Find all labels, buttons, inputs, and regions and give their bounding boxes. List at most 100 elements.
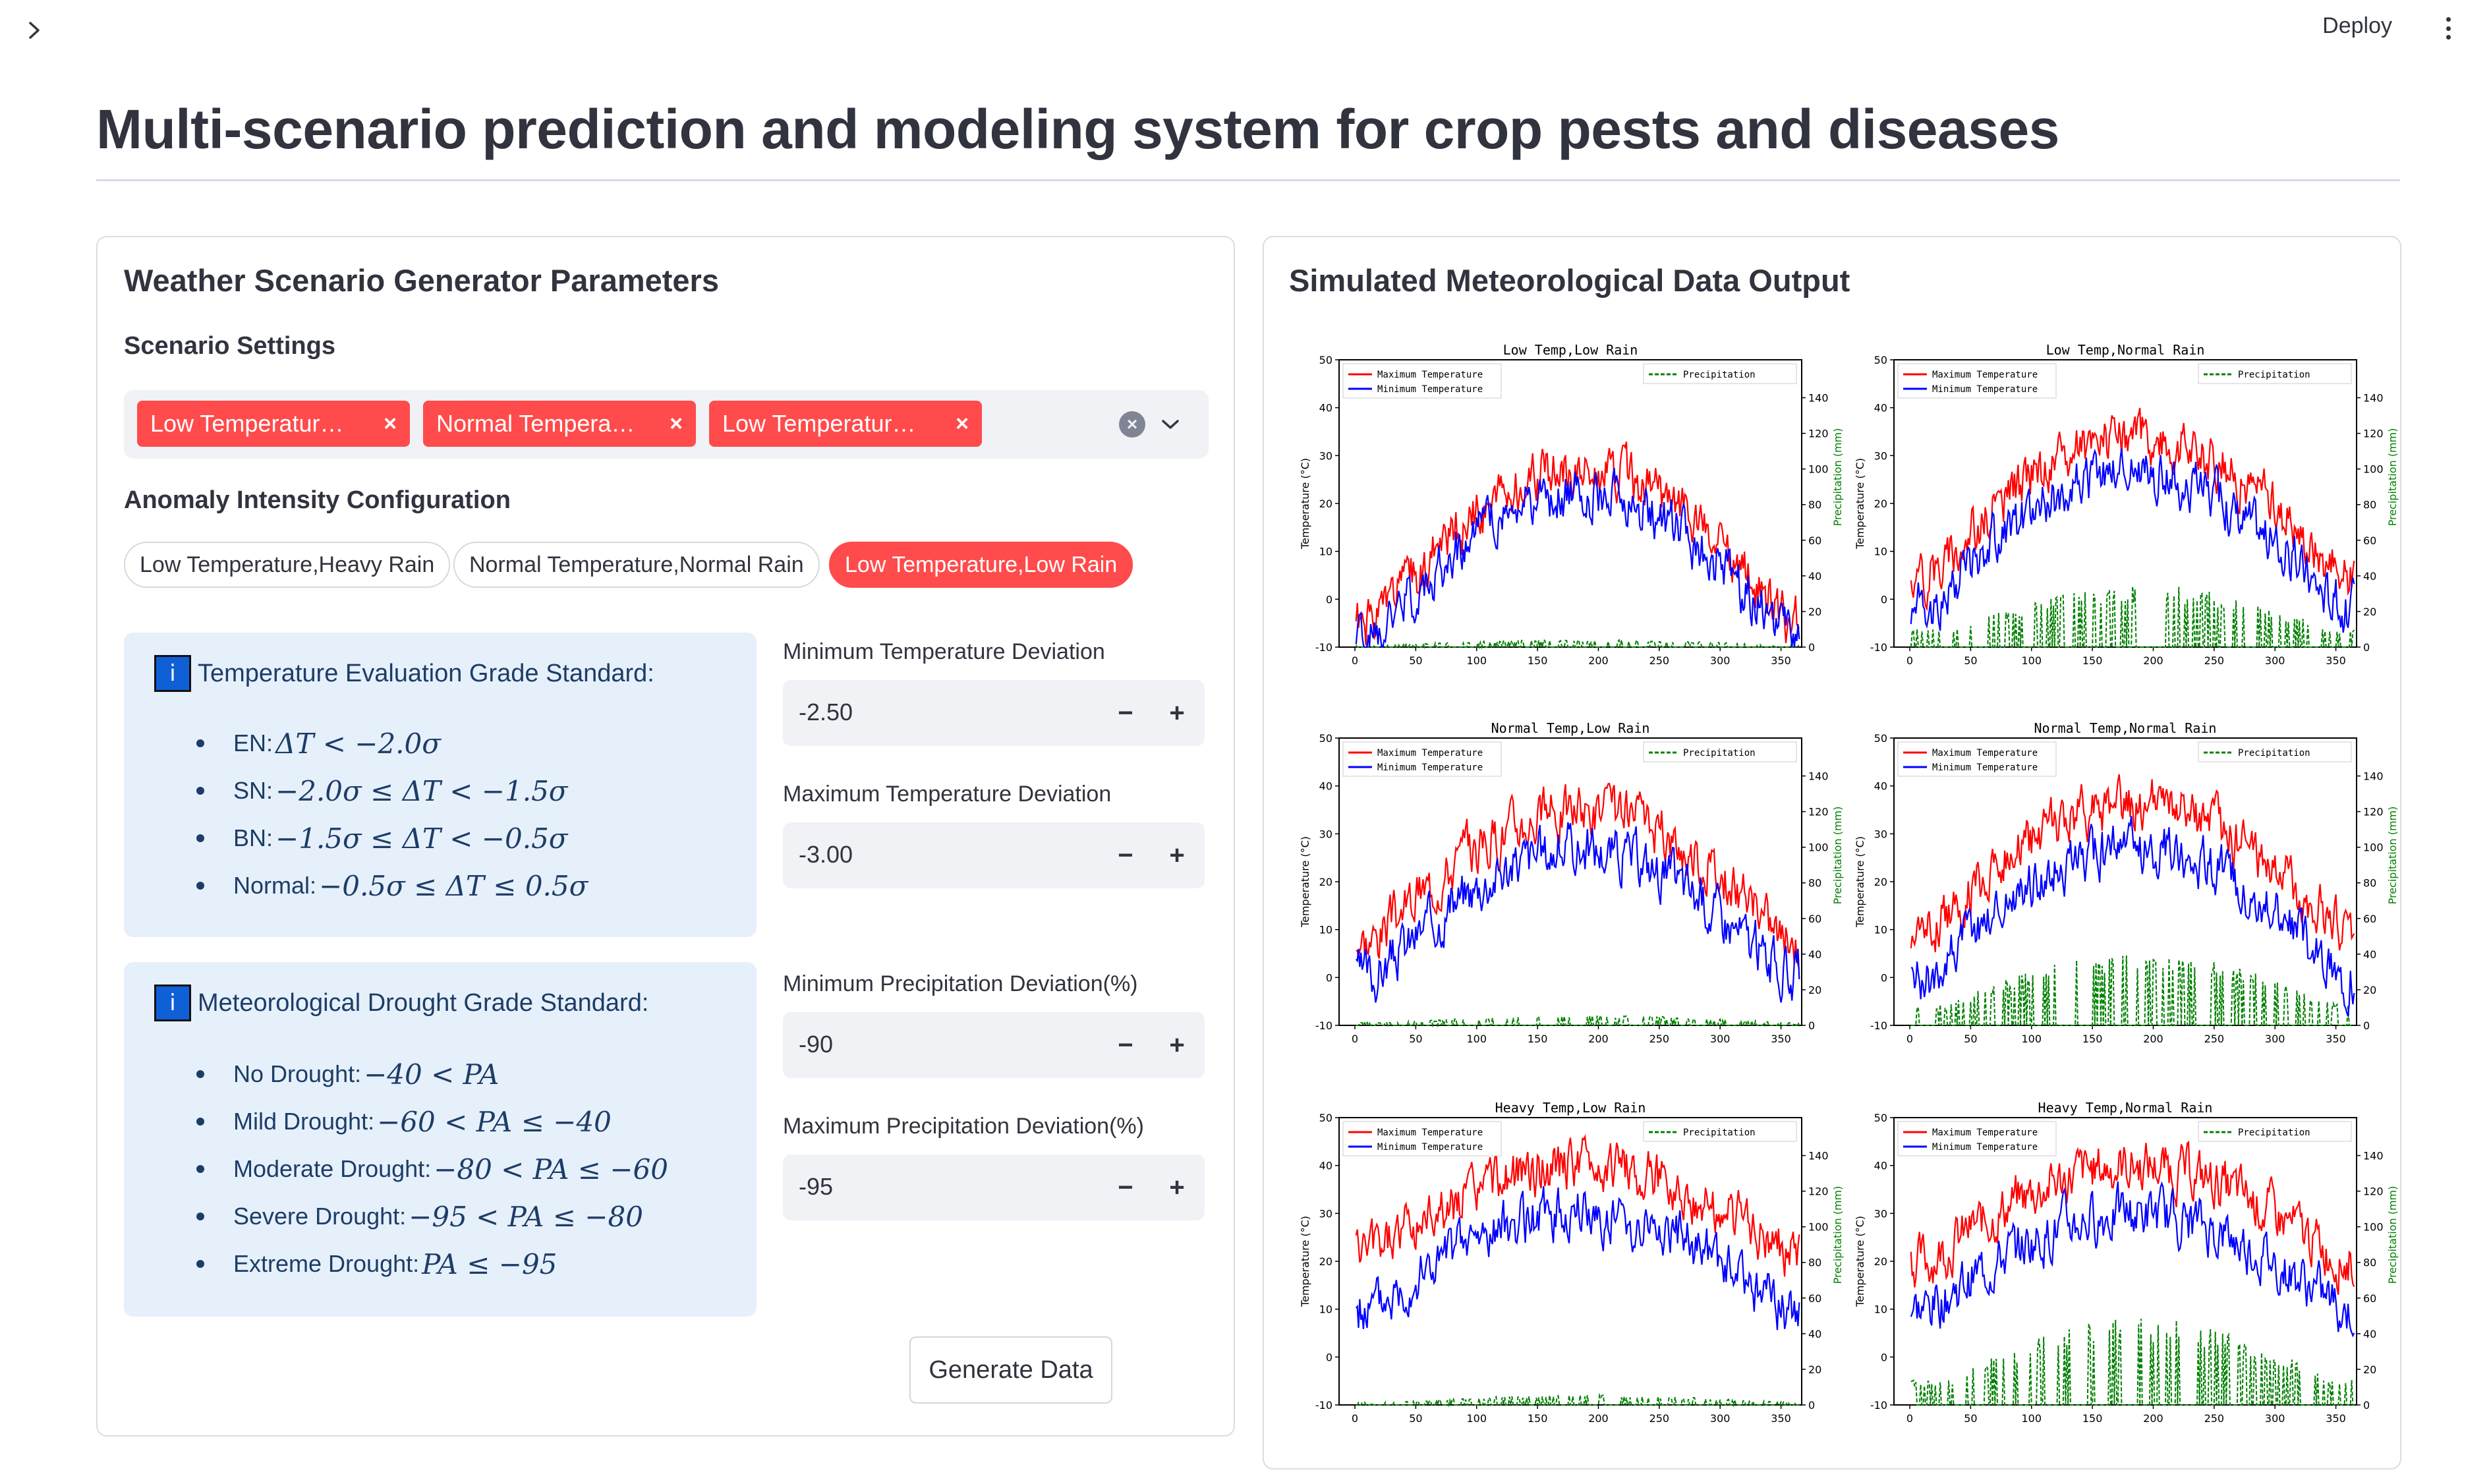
increment-button[interactable]: + xyxy=(1169,1030,1185,1060)
decrement-button[interactable]: − xyxy=(1118,1172,1133,1202)
x-tick-label: 50 xyxy=(1409,1033,1422,1044)
x-tick-label: 0 xyxy=(1906,1033,1913,1044)
x-tick-label: 100 xyxy=(2021,1412,2042,1423)
x-tick-label: 300 xyxy=(2265,654,2285,666)
y2-tick-label: 100 xyxy=(1808,1221,1829,1234)
scenario-settings-label: Scenario Settings xyxy=(124,332,335,360)
deploy-button[interactable]: Deploy xyxy=(2322,13,2392,38)
y2-axis-label: Precipitation (mm) xyxy=(2386,807,2399,905)
chip-label: Low Temperatur… xyxy=(722,410,916,437)
temperature-legend: Maximum Temperature Minimum Temperature xyxy=(1897,363,2057,399)
generate-data-button[interactable]: Generate Data xyxy=(909,1336,1112,1404)
remove-chip-icon[interactable]: × xyxy=(956,411,969,436)
x-tick-label: 200 xyxy=(2143,1033,2163,1044)
legend-box xyxy=(1342,363,1502,399)
y2-tick-label: 140 xyxy=(1808,770,1829,783)
max-temperature-series xyxy=(1355,442,1800,645)
max-temp-deviation-input[interactable]: -3.00 − + xyxy=(783,822,1205,888)
legend-label: Minimum Temperature xyxy=(1377,384,1483,395)
legend-label: Precipitation xyxy=(2238,748,2310,758)
y2-tick-label: 0 xyxy=(2363,1019,2370,1032)
chip-label: Normal Tempera… xyxy=(436,410,635,437)
chart-svg: Normal Temp,Low Rain -10 0 10 20 30 40 50 0 20 40 6… xyxy=(1299,720,1844,1044)
clear-all-icon[interactable]: × xyxy=(1119,411,1145,438)
x-tick-label: 100 xyxy=(2021,654,2042,666)
remove-chip-icon[interactable]: × xyxy=(670,411,683,436)
y-tick-label: 20 xyxy=(1319,1255,1332,1268)
input-value[interactable]: -3.00 xyxy=(799,841,853,868)
max-precip-deviation-input[interactable]: -95 − + xyxy=(783,1155,1205,1220)
temperature-grade-list: EN: ΔT < −2.0σ SN: −2.0σ ≤ ΔT < −1.5σ BN: −… xyxy=(196,720,588,909)
grade-label: Normal: xyxy=(233,872,317,899)
x-tick-label: 300 xyxy=(1710,654,1731,666)
y2-axis-label: Precipitation (mm) xyxy=(1831,807,1844,905)
y2-tick-label: 20 xyxy=(1808,606,1821,618)
input-value[interactable]: -2.50 xyxy=(799,699,853,726)
remove-chip-icon[interactable]: × xyxy=(384,411,397,436)
max-temp-deviation-label: Maximum Temperature Deviation xyxy=(783,782,1112,807)
main-menu-icon[interactable] xyxy=(2438,12,2458,45)
increment-button[interactable]: + xyxy=(1169,840,1185,870)
y-tick-label: 50 xyxy=(1319,1112,1332,1124)
temperature-legend: Maximum Temperature Minimum Temperature xyxy=(1342,1121,1502,1156)
y-tick-label: 50 xyxy=(1319,732,1332,745)
drought-grade-list: No Drought: −40 < PA Mild Drought: −60 < P… xyxy=(196,1050,668,1288)
y-axis-label: Temperature (°C) xyxy=(1299,458,1311,550)
chart-heavy-temp-low-rain: Heavy Temp,Low Rain -10 0 10 20 30 40 50 0 20 40 60… xyxy=(1296,1094,1856,1423)
anomaly-option-low-temp-low-rain[interactable]: Low Temperature,Low Rain xyxy=(829,542,1133,588)
y2-tick-label: 80 xyxy=(1808,499,1821,511)
y2-tick-label: 60 xyxy=(1808,913,1821,925)
decrement-button[interactable]: − xyxy=(1118,1030,1133,1060)
legend-label: Maximum Temperature xyxy=(1932,1127,2038,1138)
min-precip-deviation-input[interactable]: -90 − + xyxy=(783,1012,1205,1078)
chevron-down-icon[interactable] xyxy=(1157,411,1184,438)
y-tick-label: 30 xyxy=(1319,449,1332,462)
legend-label: Maximum Temperature xyxy=(1932,748,2038,758)
y-tick-label: 10 xyxy=(1874,1303,1887,1316)
temperature-grade-info: i Temperature Evaluation Grade Standard:… xyxy=(124,633,757,937)
input-value[interactable]: -90 xyxy=(799,1031,834,1058)
anomaly-option-low-temp-heavy-rain[interactable]: Low Temperature,Heavy Rain xyxy=(124,542,451,588)
x-tick-label: 250 xyxy=(2204,1412,2225,1423)
y2-tick-label: 40 xyxy=(1808,948,1821,961)
list-item: EN: ΔT < −2.0σ xyxy=(196,720,588,767)
min-temp-deviation-input[interactable]: -2.50 − + xyxy=(783,680,1205,746)
scenario-chip[interactable]: Normal Tempera… × xyxy=(423,401,696,447)
x-tick-label: 350 xyxy=(2326,1412,2346,1423)
y-tick-label: -10 xyxy=(1870,641,1887,654)
list-item: Extreme Drought: PA ≤ −95 xyxy=(196,1240,668,1288)
y2-tick-label: 60 xyxy=(2363,534,2376,547)
y2-tick-label: 80 xyxy=(2363,877,2376,890)
y2-tick-label: 60 xyxy=(1808,534,1821,547)
chart-title: Normal Temp,Low Rain xyxy=(1491,720,1650,736)
scenario-chip[interactable]: Low Temperatur… × xyxy=(709,401,982,447)
scenario-chip[interactable]: Low Temperatur… × xyxy=(137,401,410,447)
increment-button[interactable]: + xyxy=(1169,1172,1185,1202)
y-axis-label: Temperature (°C) xyxy=(1299,1216,1311,1307)
legend-label: Minimum Temperature xyxy=(1932,384,2038,395)
temperature-legend: Maximum Temperature Minimum Temperature xyxy=(1897,741,2057,777)
y-tick-label: -10 xyxy=(1315,1019,1332,1032)
x-tick-label: 50 xyxy=(1964,1033,1977,1044)
y2-tick-label: 80 xyxy=(2363,499,2376,511)
chart-title: Low Temp,Low Rain xyxy=(1503,342,1638,358)
input-value[interactable]: -95 xyxy=(799,1173,834,1200)
y-tick-label: 30 xyxy=(1319,1207,1332,1220)
legend-label: Maximum Temperature xyxy=(1932,370,2038,380)
precipitation-legend: Precipitation xyxy=(2198,741,2352,762)
scenario-multiselect[interactable]: Low Temperatur… × Normal Tempera… × Low … xyxy=(124,390,1209,459)
x-tick-label: 0 xyxy=(1906,1412,1913,1423)
sidebar-expand-icon[interactable] xyxy=(21,17,47,43)
decrement-button[interactable]: − xyxy=(1118,698,1133,728)
max-temperature-series xyxy=(1910,407,2355,612)
y-axis-label: Temperature (°C) xyxy=(1854,1216,1866,1307)
decrement-button[interactable]: − xyxy=(1118,840,1133,870)
legend-label: Precipitation xyxy=(2238,370,2310,380)
min-temperature-series xyxy=(1355,1185,1800,1330)
x-tick-label: 0 xyxy=(1352,1412,1358,1423)
anomaly-option-normal-temp-normal-rain[interactable]: Normal Temperature,Normal Rain xyxy=(453,542,820,588)
increment-button[interactable]: + xyxy=(1169,698,1185,728)
temperature-legend: Maximum Temperature Minimum Temperature xyxy=(1342,363,1502,399)
max-temperature-series xyxy=(1910,774,2355,953)
max-temperature-series xyxy=(1355,1133,1800,1277)
